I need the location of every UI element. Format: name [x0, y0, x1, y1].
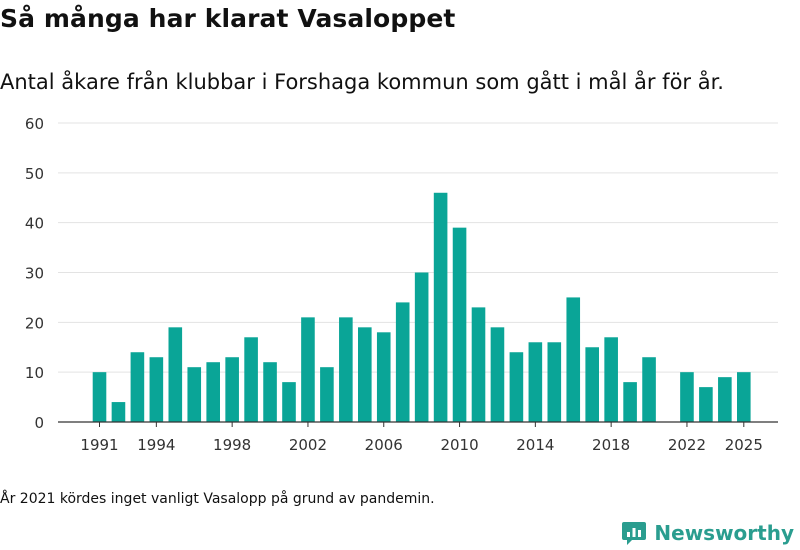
bar-1992[interactable]	[111, 402, 126, 422]
bar-2018[interactable]	[604, 337, 618, 422]
x-tick-label: 1994	[137, 436, 175, 454]
x-tick-label: 2006	[365, 436, 403, 454]
bar-2010[interactable]	[452, 227, 467, 422]
y-tick-label: 50	[25, 165, 44, 183]
bar-2009[interactable]	[433, 192, 448, 422]
x-tick-label: 2014	[516, 436, 554, 454]
bar-2000[interactable]	[263, 362, 277, 422]
bar-2001[interactable]	[282, 382, 296, 422]
x-tick-label: 1991	[80, 436, 118, 454]
x-tick-label: 2025	[725, 436, 763, 454]
newsworthy-logo[interactable]: Newsworthy	[620, 519, 794, 547]
bar-2025[interactable]	[737, 372, 751, 422]
bar-1997[interactable]	[206, 362, 220, 422]
bar-1998[interactable]	[225, 357, 239, 422]
bar-2022[interactable]	[680, 372, 694, 422]
bar-2002[interactable]	[301, 317, 315, 422]
x-axis-ticks: 1991 1994 1998 2002 2006 2010 2014 2018 2022 2025	[80, 422, 763, 454]
bar-2008[interactable]	[414, 272, 429, 423]
y-axis-ticks: 0 10 20 30 40 50 60	[25, 115, 44, 432]
x-tick-label: 2022	[668, 436, 706, 454]
bar-2019[interactable]	[623, 382, 637, 422]
bar-2017[interactable]	[585, 347, 599, 422]
newsworthy-logo-icon	[622, 522, 647, 545]
bar-2004[interactable]	[339, 317, 353, 422]
bar-1995[interactable]	[168, 327, 183, 422]
chart-subtitle: Antal åkare från klubbar i Forshaga komm…	[0, 70, 724, 94]
x-tick-label: 2010	[440, 436, 478, 454]
bar-2012[interactable]	[490, 327, 505, 422]
bar-2024[interactable]	[718, 377, 732, 422]
bar-1999[interactable]	[244, 337, 258, 422]
y-tick-label: 0	[34, 414, 44, 432]
footnote: År 2021 kördes inget vanligt Vasalopp på…	[0, 491, 435, 507]
bar-1991[interactable]	[92, 372, 107, 422]
bar-2020[interactable]	[642, 357, 656, 422]
bar-2006[interactable]	[376, 332, 391, 422]
bar-2015[interactable]	[547, 342, 562, 422]
bar-2005[interactable]	[358, 327, 372, 422]
bar-2013[interactable]	[509, 352, 524, 422]
bar-2003[interactable]	[320, 367, 334, 422]
bar-2014[interactable]	[528, 342, 543, 422]
bar-2023[interactable]	[699, 387, 713, 422]
bars	[92, 192, 751, 423]
y-tick-label: 20	[25, 314, 44, 332]
bar-1994[interactable]	[149, 357, 164, 422]
bar-1993[interactable]	[130, 352, 145, 422]
bar-2007[interactable]	[395, 302, 410, 422]
chart-title: Så många har klarat Vasaloppet	[0, 4, 456, 33]
x-tick-label: 2018	[592, 436, 630, 454]
bar-2016[interactable]	[566, 297, 581, 422]
y-tick-label: 40	[25, 215, 44, 233]
bar-2011[interactable]	[471, 307, 486, 422]
y-tick-label: 30	[25, 265, 44, 283]
bar-chart: 0 10 20 30 40 50 60 1991 1994 1998 2002 2006 2010 20…	[25, 115, 778, 454]
x-tick-label: 1998	[213, 436, 251, 454]
y-tick-label: 10	[25, 364, 44, 382]
y-tick-label: 60	[25, 115, 44, 133]
x-tick-label: 2002	[289, 436, 327, 454]
newsworthy-logo-text: Newsworthy	[654, 521, 794, 545]
bar-1996[interactable]	[187, 367, 202, 422]
